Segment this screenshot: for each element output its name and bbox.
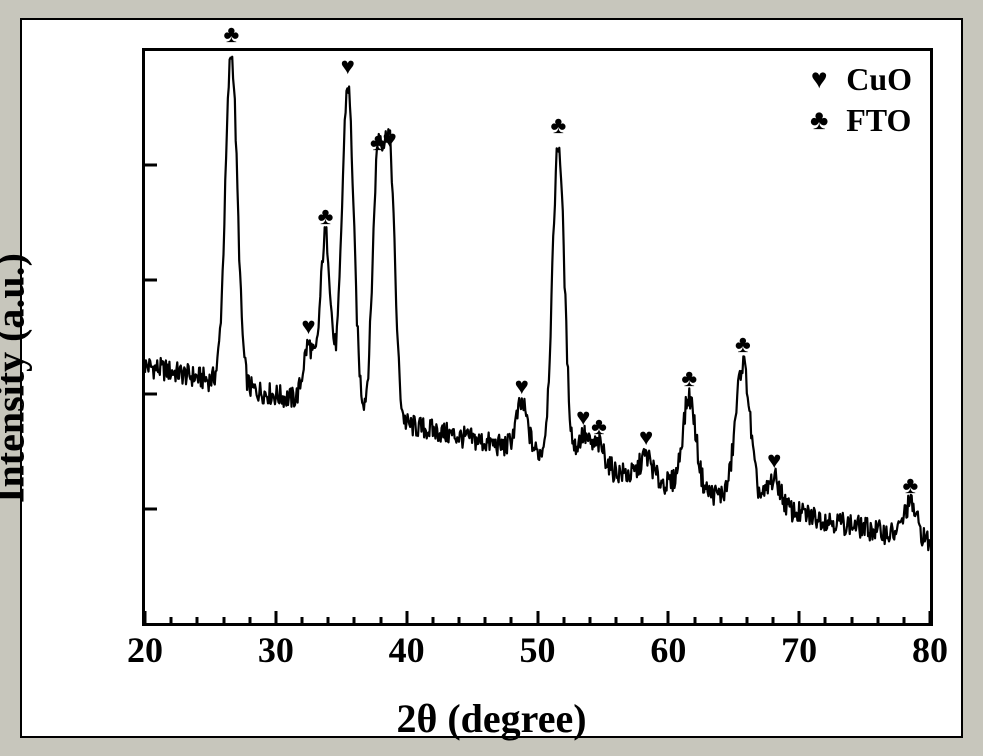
x-minor-tick bbox=[222, 617, 225, 625]
club-icon: ♣ bbox=[735, 333, 751, 357]
x-minor-tick bbox=[850, 617, 853, 625]
club-icon: ♣ bbox=[318, 205, 334, 229]
x-minor-tick bbox=[353, 617, 356, 625]
x-tick bbox=[274, 611, 277, 625]
x-minor-tick bbox=[562, 617, 565, 625]
heart-icon: ♥ bbox=[341, 55, 355, 79]
x-minor-tick bbox=[327, 617, 330, 625]
x-minor-tick bbox=[510, 617, 513, 625]
x-tick-label: 20 bbox=[127, 629, 163, 671]
heart-icon: ♥ bbox=[515, 375, 529, 399]
club-icon: ♣ bbox=[551, 114, 567, 138]
legend-label: FTO bbox=[846, 102, 911, 139]
heart-icon: ♥ bbox=[767, 449, 781, 473]
heart-icon: ♥ bbox=[383, 128, 397, 152]
club-icon: ♣ bbox=[223, 23, 239, 47]
heart-icon: ♥ bbox=[301, 315, 315, 339]
legend-item-cuo: ♥ CuO bbox=[804, 61, 912, 98]
x-minor-tick bbox=[196, 617, 199, 625]
x-tick-label: 50 bbox=[520, 629, 556, 671]
x-minor-tick bbox=[876, 617, 879, 625]
legend-label: CuO bbox=[846, 61, 912, 98]
x-tick-label: 30 bbox=[258, 629, 294, 671]
club-icon: ♣ bbox=[591, 415, 607, 439]
club-icon: ♣ bbox=[681, 367, 697, 391]
x-minor-tick bbox=[902, 617, 905, 625]
x-minor-tick bbox=[693, 617, 696, 625]
x-minor-tick bbox=[458, 617, 461, 625]
x-minor-tick bbox=[641, 617, 644, 625]
x-tick-label: 40 bbox=[389, 629, 425, 671]
x-tick-label: 80 bbox=[912, 629, 948, 671]
y-tick bbox=[143, 278, 157, 281]
x-minor-tick bbox=[379, 617, 382, 625]
x-tick bbox=[798, 611, 801, 625]
y-tick bbox=[143, 164, 157, 167]
legend: ♥ CuO ♣ FTO bbox=[804, 61, 912, 143]
x-minor-tick bbox=[824, 617, 827, 625]
y-tick bbox=[143, 393, 157, 396]
y-axis-label: Intensity (a.u.) bbox=[0, 253, 34, 503]
club-icon: ♣ bbox=[804, 105, 834, 137]
y-tick bbox=[143, 507, 157, 510]
heart-icon: ♥ bbox=[639, 426, 653, 450]
x-tick bbox=[144, 611, 147, 625]
x-tick-label: 70 bbox=[781, 629, 817, 671]
heart-icon: ♥ bbox=[804, 64, 834, 96]
heart-icon: ♥ bbox=[576, 406, 590, 430]
club-icon: ♣ bbox=[903, 474, 919, 498]
x-minor-tick bbox=[301, 617, 304, 625]
x-tick bbox=[667, 611, 670, 625]
x-minor-tick bbox=[248, 617, 251, 625]
x-axis-label: 2θ (degree) bbox=[396, 695, 586, 742]
x-minor-tick bbox=[484, 617, 487, 625]
x-minor-tick bbox=[615, 617, 618, 625]
x-minor-tick bbox=[745, 617, 748, 625]
x-tick bbox=[929, 611, 932, 625]
plot-area: ♥ CuO ♣ FTO ♣♥♣♥♣♥♥♣♥♣♥♣♣♥♣2030405060708… bbox=[142, 48, 933, 626]
x-minor-tick bbox=[170, 617, 173, 625]
x-minor-tick bbox=[431, 617, 434, 625]
x-tick bbox=[536, 611, 539, 625]
x-minor-tick bbox=[588, 617, 591, 625]
x-minor-tick bbox=[719, 617, 722, 625]
x-tick bbox=[405, 611, 408, 625]
x-minor-tick bbox=[772, 617, 775, 625]
legend-item-fto: ♣ FTO bbox=[804, 102, 912, 139]
x-tick-label: 60 bbox=[650, 629, 686, 671]
chart-card: Intensity (a.u.) ♥ CuO ♣ FTO ♣♥♣♥♣♥♥♣♥♣♥… bbox=[20, 18, 963, 738]
